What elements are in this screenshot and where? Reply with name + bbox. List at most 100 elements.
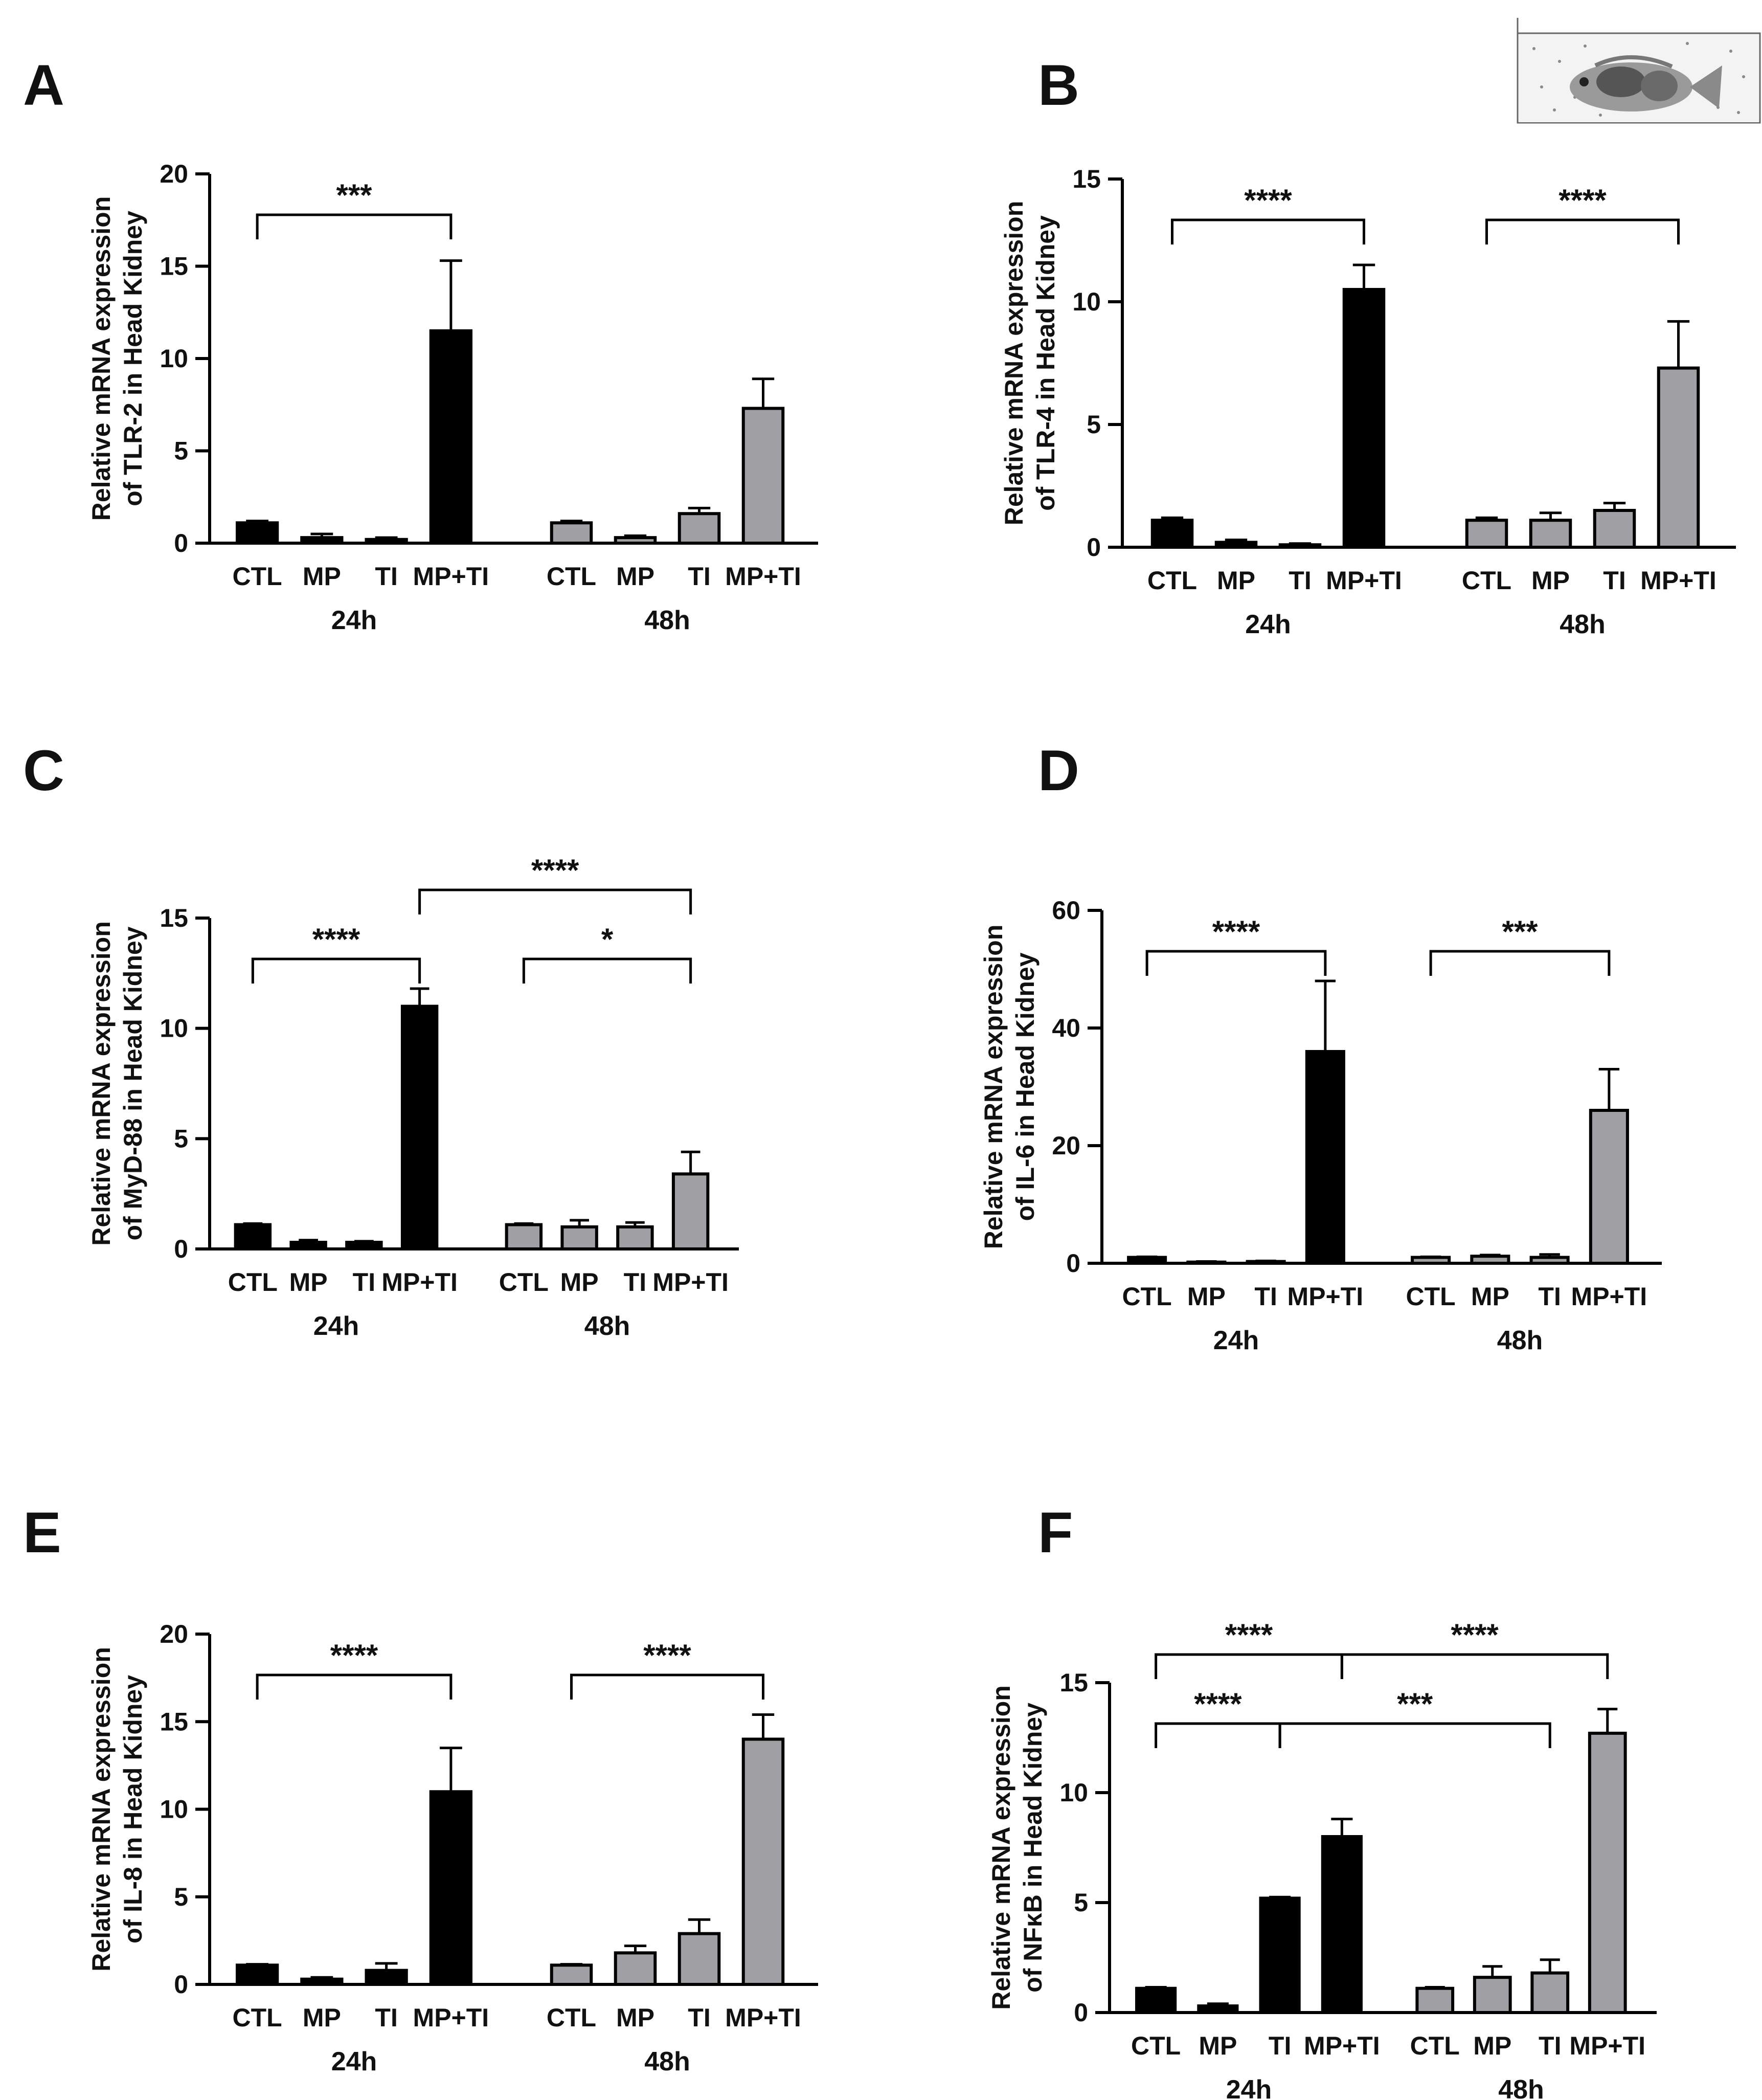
bar-48h-ti <box>677 512 721 545</box>
bar-24h-ctl <box>1150 519 1194 549</box>
bar-24h-mp <box>300 1977 344 1986</box>
panel-f: F 0 5 10 15 Relative mRNA expression of NFκB i… <box>987 1501 1657 2100</box>
x-category-label: MP <box>1187 1282 1226 1311</box>
x-group-label: 24h <box>313 1311 359 1341</box>
bar-48h-mp <box>614 536 657 545</box>
bar-24h-mp-ti <box>1321 1835 1363 2014</box>
y-tick-label: 10 <box>160 1795 188 1824</box>
x-category-label: MP <box>1199 2031 1237 2060</box>
x-category-label: MP+TI <box>1326 566 1402 595</box>
significance-label: **** <box>1451 1618 1499 1652</box>
bar-24h-ti <box>1246 1260 1286 1265</box>
x-category-label: MP+TI <box>381 1268 458 1297</box>
bar-48h-ctl <box>1465 519 1508 549</box>
x-category-label: MP <box>616 2003 654 2032</box>
x-category-label: MP+TI <box>413 2003 489 2032</box>
panel-d: D 0 20 40 60 Relative mRNA expression of IL-6 … <box>979 739 1662 1355</box>
significance-bracket <box>570 1673 764 1700</box>
bar-48h-ti <box>1530 1971 1570 2015</box>
significance-bracket <box>1429 950 1611 976</box>
significance-label: **** <box>531 853 579 887</box>
bar-48h-mp <box>614 1951 657 1986</box>
x-category-label: TI <box>375 2003 397 2032</box>
y-tick-label: 15 <box>1059 1668 1088 1697</box>
panel-letter: B <box>1038 53 1079 117</box>
bar-48h-mp <box>1470 1255 1510 1265</box>
bar-24h-mp <box>1197 2004 1239 2015</box>
y-tick-label: 10 <box>1059 1778 1088 1807</box>
y-axis-label: Relative mRNA expression of IL-8 in Head … <box>87 1647 147 1972</box>
bar-48h-mp-ti <box>1588 1731 1627 2014</box>
x-group-label: 48h <box>1560 610 1606 639</box>
fish-illustration-icon <box>1517 18 1761 124</box>
x-category-label: TI <box>1603 566 1625 595</box>
x-category-label: MP <box>1473 2031 1511 2060</box>
bar-24h-mp-ti <box>400 1004 439 1250</box>
x-group-label: 48h <box>644 2047 690 2076</box>
significance-label: *** <box>336 178 372 212</box>
y-tick-label: 10 <box>160 1014 188 1043</box>
x-category-label: MP+TI <box>652 1268 729 1297</box>
bar-48h-mp <box>1529 519 1572 549</box>
bar-24h-ctl <box>1127 1256 1167 1265</box>
significance-bracket <box>418 888 692 914</box>
panel-letter: D <box>1038 739 1079 802</box>
x-group-label: 24h <box>1226 2075 1272 2100</box>
bar-48h-mp <box>1473 1976 1512 2014</box>
x-group-label: 24h <box>331 606 377 635</box>
x-category-label: MP <box>560 1268 599 1297</box>
y-tick-label: 5 <box>174 1883 188 1911</box>
bar-24h-ctl <box>235 1963 279 1986</box>
x-category-label: CTL <box>233 562 282 591</box>
y-tick-label: 10 <box>1072 287 1101 316</box>
bar-24h-ctl <box>235 521 279 545</box>
y-tick-label: 0 <box>174 1235 188 1263</box>
x-category-label: TI <box>1289 566 1311 595</box>
bar-48h-ti <box>1593 509 1636 549</box>
bar-48h-mp <box>560 1225 598 1251</box>
x-category-label: MP <box>1531 566 1570 595</box>
x-category-label: MP <box>616 562 654 591</box>
y-tick-label: 5 <box>174 437 188 465</box>
x-category-label: MP+TI <box>1569 2031 1645 2060</box>
panel-letter: A <box>23 53 64 117</box>
significance-label: **** <box>1558 183 1607 217</box>
x-category-label: MP <box>303 562 341 591</box>
significance-label: **** <box>312 922 360 956</box>
bar-24h-mp <box>1214 541 1258 549</box>
panel-b: B 0 5 10 15 Relative mRNA expression of TLR-4 … <box>1000 53 1736 639</box>
significance-label: *** <box>1397 1687 1433 1721</box>
x-group-label: 48h <box>1497 1326 1543 1355</box>
y-axis-label: Relative mRNA expression of IL-6 in Head … <box>979 925 1040 1249</box>
panel-letter: E <box>23 1501 61 1565</box>
x-category-label: CTL <box>1406 1282 1456 1311</box>
x-category-label: MP <box>1217 566 1255 595</box>
bar-24h-ti <box>1278 543 1322 549</box>
x-category-label: CTL <box>1462 566 1511 595</box>
y-tick-label: 15 <box>160 1707 188 1736</box>
bar-24h-ti <box>365 538 408 545</box>
significance-bracket <box>1340 1653 1609 1679</box>
significance-bracket <box>251 957 421 984</box>
y-tick-label: 5 <box>1074 1888 1088 1917</box>
x-category-label: TI <box>375 562 397 591</box>
panel-letter: F <box>1038 1501 1073 1565</box>
x-category-label: TI <box>688 2003 710 2032</box>
x-category-label: CTL <box>1147 566 1197 595</box>
bar-48h-mp-ti <box>741 407 785 545</box>
y-tick-label: 20 <box>1052 1131 1080 1160</box>
y-tick-label: 0 <box>1066 1249 1080 1278</box>
y-tick-label: 15 <box>160 252 188 281</box>
y-tick-label: 15 <box>1072 165 1101 193</box>
x-category-label: MP+TI <box>725 2003 801 2032</box>
significance-bracket <box>522 957 692 984</box>
bar-48h-ti <box>677 1932 721 1986</box>
bar-24h-ti <box>365 1969 408 1986</box>
bar-24h-ti <box>1259 1896 1301 2014</box>
bar-24h-mp-ti <box>1305 1050 1345 1265</box>
significance-label: **** <box>1194 1687 1242 1721</box>
x-category-label: MP+TI <box>1571 1282 1647 1311</box>
x-group-label: 48h <box>584 1311 630 1341</box>
bar-24h-ti <box>345 1241 383 1251</box>
